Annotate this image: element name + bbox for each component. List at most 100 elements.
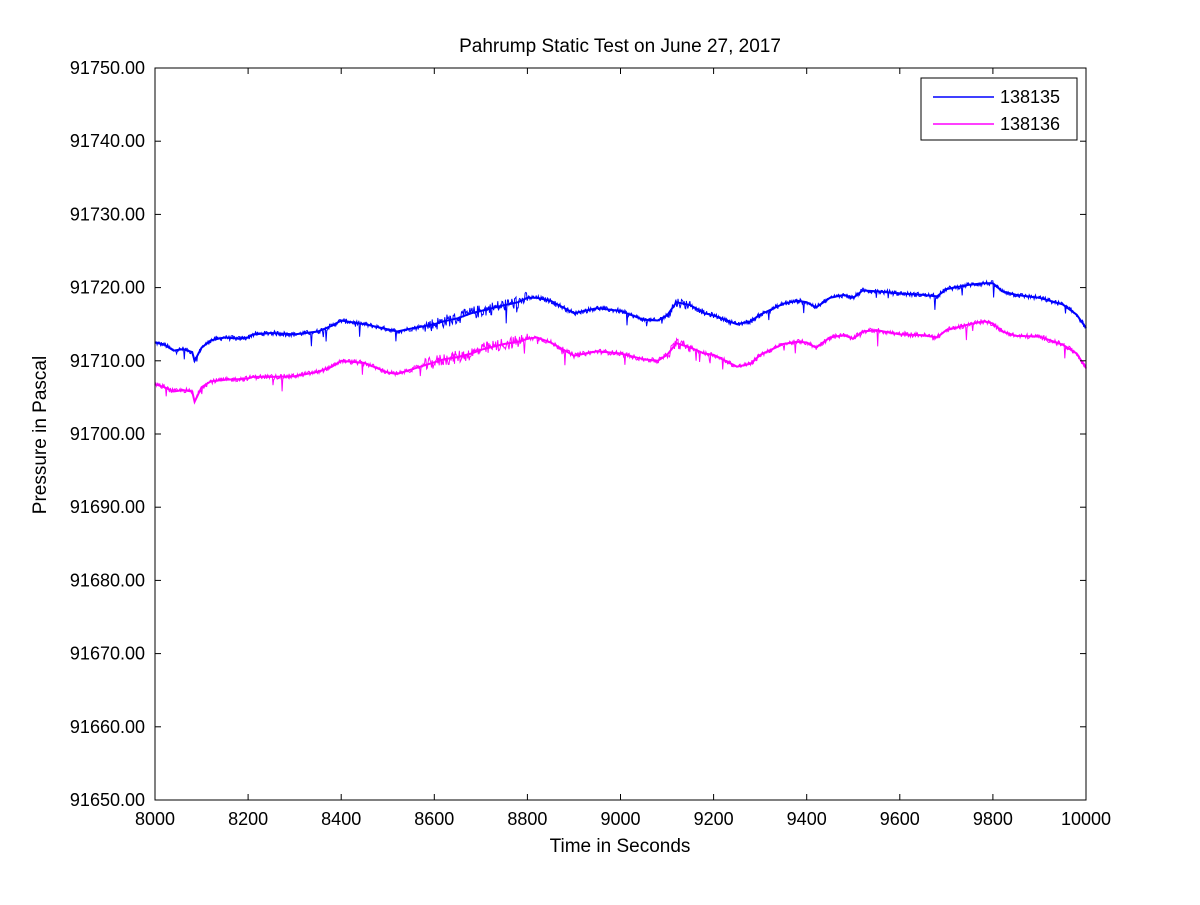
series-138135-point (862, 289, 864, 292)
series-138135-point (410, 328, 412, 330)
series-138136-point (433, 361, 435, 363)
series-138136-point (317, 371, 319, 373)
series-138136-point (340, 360, 342, 362)
series-138135-line (154, 282, 1087, 364)
series-138136-point (675, 342, 678, 344)
y-tick-label: 91670.00 (70, 644, 145, 664)
legend: 138135 138136 (920, 77, 1078, 141)
series-138136-point (224, 379, 226, 381)
series-138136-point (750, 363, 752, 365)
series-138135-point (443, 320, 445, 322)
series-138135-point (875, 290, 878, 292)
series-138135-point (163, 344, 165, 346)
series-138136-point (936, 336, 938, 338)
series-138135-point (247, 336, 249, 338)
series-138136-point (713, 354, 715, 356)
series-138135-point (270, 332, 272, 334)
series-138136-point (969, 323, 971, 325)
series-138136-point (503, 343, 505, 345)
chart-title: Pahrump Static Test on June 27, 2017 (459, 36, 781, 57)
series-138136-point (796, 341, 799, 343)
series-138135-point (899, 292, 901, 295)
series-138135-point (643, 319, 645, 321)
y-tick-label: 91710.00 (70, 351, 145, 371)
series-138136-point (899, 333, 901, 335)
series-138136-point (252, 376, 254, 378)
x-tick-label: 8000 (135, 809, 175, 829)
series-138135-point (331, 325, 333, 327)
series-138136-point (643, 358, 645, 360)
plot-frame (154, 67, 1087, 801)
series-138136-point (666, 354, 668, 356)
series-138136-point (736, 366, 738, 368)
x-tick-label: 8800 (507, 809, 547, 829)
series-138135-point (619, 310, 622, 312)
series-138136-point (457, 356, 459, 358)
series-138135-point (713, 314, 715, 316)
series-138136-point (396, 373, 398, 375)
series-138136-point (443, 358, 445, 360)
series-138136-point (862, 330, 864, 333)
series-138135-point (173, 350, 175, 352)
y-tick-label: 91750.00 (70, 58, 145, 78)
series-138135-point (470, 312, 473, 314)
x-tick-label: 9200 (694, 809, 734, 829)
y-tick-label: 91700.00 (70, 424, 145, 444)
series-138136-point (875, 329, 878, 331)
series-138135-point (992, 282, 994, 284)
series-138135-point (224, 336, 226, 338)
series-138136-point (470, 352, 473, 355)
series-138135-point (457, 317, 459, 319)
series-138135-point (969, 284, 971, 286)
series-138135-point (689, 304, 691, 306)
y-tick-label: 91680.00 (70, 570, 145, 590)
series-138136-point (689, 347, 691, 349)
tick-layer: 8000 8200 8400 8600 8800 9000 9200 9400 9600 9800… (70, 58, 1111, 829)
series-138135-point (480, 310, 482, 312)
series-138136-point (983, 320, 985, 322)
series-138136-point (703, 352, 705, 355)
series-138136-point (536, 336, 538, 338)
series-138135-point (922, 294, 924, 296)
series-138136-line (154, 320, 1087, 405)
series-138135-point (194, 360, 196, 362)
series-138135-point (1038, 297, 1040, 299)
series-138136-point (1038, 336, 1040, 338)
series-138135-point (852, 297, 854, 299)
series-138135-point (983, 282, 985, 284)
x-tick-label: 9600 (880, 809, 920, 829)
y-tick-label: 91720.00 (70, 278, 145, 298)
series-138136-point (782, 343, 785, 345)
series-138136-point (619, 352, 622, 355)
series-138136-point (815, 347, 817, 349)
series-138135-point (675, 301, 678, 303)
series-138136-point (182, 389, 184, 391)
series-138136-point (922, 334, 924, 336)
series-138135-point (550, 300, 552, 302)
series-138135-point (1062, 303, 1064, 305)
series-138136-point (294, 375, 296, 377)
legend-label-138135: 138135 (1000, 87, 1060, 107)
series-138135-noise (154, 279, 1087, 362)
series-138135-point (1001, 290, 1003, 292)
series-138136-point (945, 329, 948, 331)
series-138136-point (480, 349, 482, 351)
y-tick-label: 91650.00 (70, 790, 145, 810)
series-138136-point (191, 390, 193, 393)
series-138135-point (363, 323, 366, 325)
series-138135-point (657, 319, 659, 322)
series-138135-point (843, 294, 845, 296)
series-138136-point (1076, 352, 1078, 355)
series-138136-point (247, 377, 249, 379)
series-138135-point (815, 306, 817, 308)
x-tick-label: 8400 (321, 809, 361, 829)
series-138135-point (317, 330, 319, 333)
series-138136-point (210, 380, 212, 382)
y-tick-label: 91730.00 (70, 204, 145, 224)
series-138136-point (526, 338, 529, 340)
series-138136-point (410, 369, 412, 371)
series-138136-point (387, 371, 389, 374)
series-138135-point (526, 297, 529, 299)
series-138136-point (201, 386, 203, 388)
